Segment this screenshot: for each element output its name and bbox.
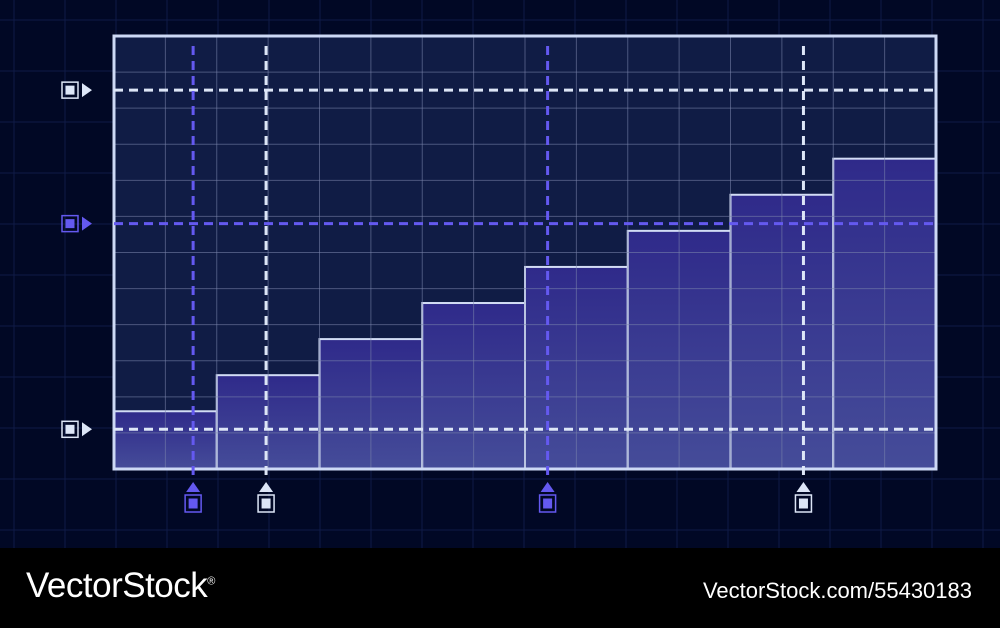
brand-logo[interactable]: VectorStock® — [26, 566, 215, 606]
marker-square — [261, 498, 271, 509]
marker-arrow — [259, 482, 274, 492]
marker-box — [61, 214, 79, 233]
marker-arrow — [186, 482, 201, 492]
marker-box — [61, 81, 79, 99]
image-id-link[interactable]: VectorStock.com/55430183 — [702, 578, 972, 603]
y-marker-icon — [61, 214, 92, 233]
marker-square — [65, 424, 75, 434]
marker-box — [538, 494, 557, 513]
marker-box — [794, 494, 813, 513]
footer-bar: VectorStock® VectorStock.com/55430183 — [0, 548, 1000, 628]
marker-arrow — [82, 83, 92, 98]
x-marker-icon — [184, 482, 202, 513]
plot-grid — [114, 36, 936, 469]
axis-markers — [61, 81, 813, 513]
marker-square — [65, 219, 75, 229]
y-marker-icon — [61, 420, 92, 439]
marker-square — [188, 498, 198, 509]
marker-arrow — [540, 482, 555, 492]
chart-area — [0, 0, 1000, 548]
x-marker-icon — [794, 482, 813, 513]
marker-box — [257, 494, 275, 513]
brand-mark: ® — [207, 575, 215, 588]
marker-box — [184, 494, 202, 513]
marker-arrow — [82, 422, 92, 437]
x-marker-icon — [257, 482, 275, 513]
y-marker-icon — [61, 81, 92, 99]
marker-arrow — [796, 482, 811, 492]
marker-arrow — [82, 216, 92, 231]
marker-square — [65, 85, 75, 95]
plot-frame — [112, 34, 938, 471]
marker-box — [61, 420, 79, 439]
marker-square — [543, 498, 553, 509]
x-marker-icon — [538, 482, 557, 513]
brand-name: VectorStock — [26, 566, 208, 605]
reference-lines — [114, 46, 936, 481]
marker-square — [798, 498, 808, 509]
